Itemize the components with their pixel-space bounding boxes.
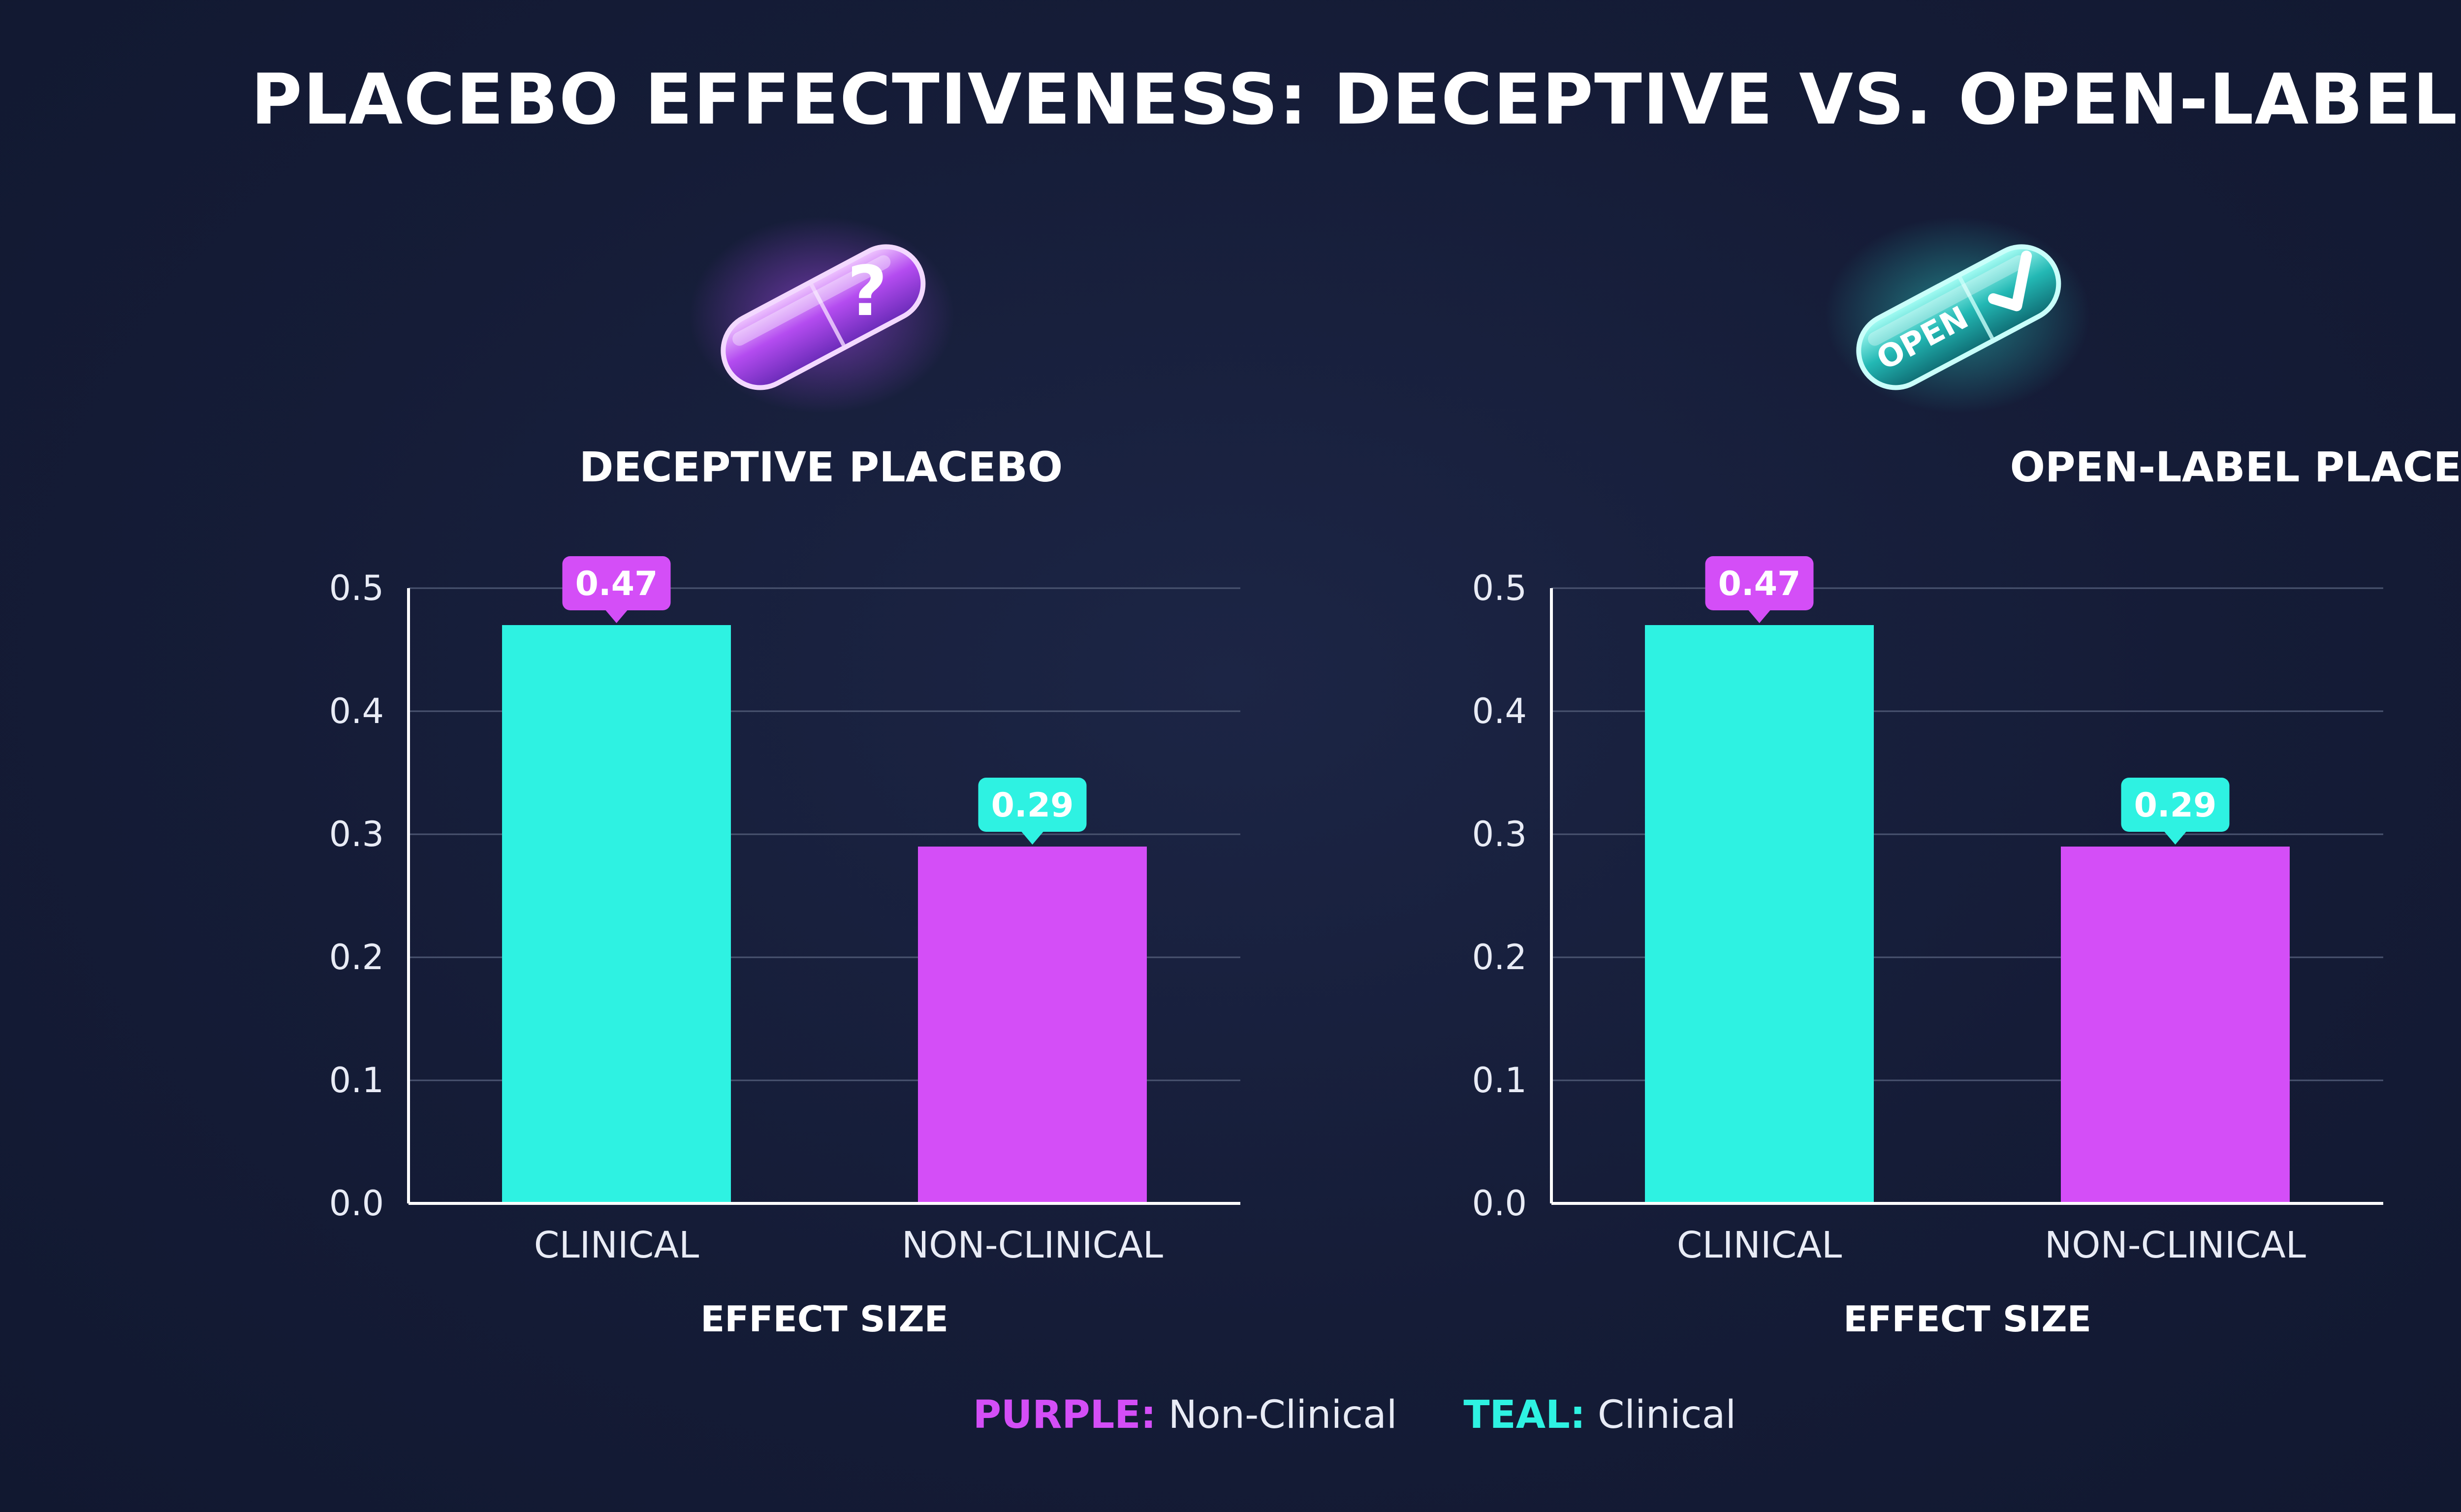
open-label-placebo-chart: 0.0 0.1 0.2 0.3 0.4 0.5 0.47 CLINICAL 0.29 NON-CL… [1472,556,2383,1340]
legend-key: PURPLE: [973,1393,1156,1437]
y-tick-label: 0.1 [329,1060,384,1101]
y-tick-label: 0.3 [329,814,384,854]
y-tick-label: 0.5 [329,568,384,608]
x-tick-label: NON-CLINICAL [2045,1224,2306,1266]
y-tick-label: 0.0 [1472,1183,1527,1224]
value-label-badge: 0.47 [562,556,671,623]
data-label: 0.47 [575,565,658,603]
main-title: PLACEBO EFFECTIVENESS: DECEPTIVE VS. OPE… [251,59,2459,140]
y-tick-label: 0.1 [1472,1060,1527,1101]
y-tick-label: 0.2 [329,937,384,977]
x-tick-label: NON-CLINICAL [902,1224,1163,1266]
bar-clinical [502,625,731,1203]
legend-item-purple: PURPLE: Non-Clinical [973,1393,1397,1437]
legend-key: TEAL: [1463,1393,1586,1437]
data-label: 0.29 [991,786,1074,825]
value-label-badge: 0.47 [1705,556,1814,623]
data-label: 0.29 [2134,786,2217,825]
open-label-placebo-panel: OPEN OPEN-LABEL PLACEBO 0.00.10.20.30.40… [1355,0,2461,1512]
value-label-badge: 0.29 [978,778,1087,845]
y-tick-label: 0.2 [1472,937,1527,977]
deceptive-placebo-chart: 0.0 0.1 0.2 0.3 0.4 0.5 0.47 CLINICAL 0.29 NON-CL… [329,556,1240,1340]
y-tick-label: 0.3 [1472,814,1527,854]
legend-text: Non-Clinical [1168,1393,1397,1437]
data-label: 0.47 [1718,565,1801,603]
x-axis-title: EFFECT SIZE [1843,1298,2091,1340]
chart-title: DECEPTIVE PLACEBO [579,443,1063,491]
legend: PURPLE: Non-Clinical TEAL: Clinical [0,1393,2461,1437]
question-mark-pill-icon: ? [689,217,955,413]
y-tick-label: 0.0 [329,1183,384,1224]
bar-clinical [1645,625,1874,1203]
bar-non-clinical [2061,847,2290,1203]
y-tick-label: 0.4 [1472,691,1527,731]
y-tick-label: 0.5 [1472,568,1527,608]
pill-question-text: ? [847,252,887,332]
x-tick-label: CLINICAL [534,1224,699,1266]
legend-item-teal: TEAL: Clinical [1463,1393,1736,1437]
value-label-badge: 0.29 [2121,778,2230,845]
deceptive-placebo-panel: ? DECEPTIVE PLACEBO 0.0 0.1 0.2 0.3 0.4 0.5 0.… [329,217,1240,1340]
chart-title: OPEN-LABEL PLACEBO [2010,443,2461,491]
bar-non-clinical [918,847,1147,1203]
y-tick-label: 0.4 [329,691,384,731]
x-axis-title: EFFECT SIZE [700,1298,948,1340]
legend-text: Clinical [1597,1393,1736,1437]
open-check-pill-icon: OPEN [1825,217,2090,413]
x-tick-label: CLINICAL [1677,1224,1842,1266]
